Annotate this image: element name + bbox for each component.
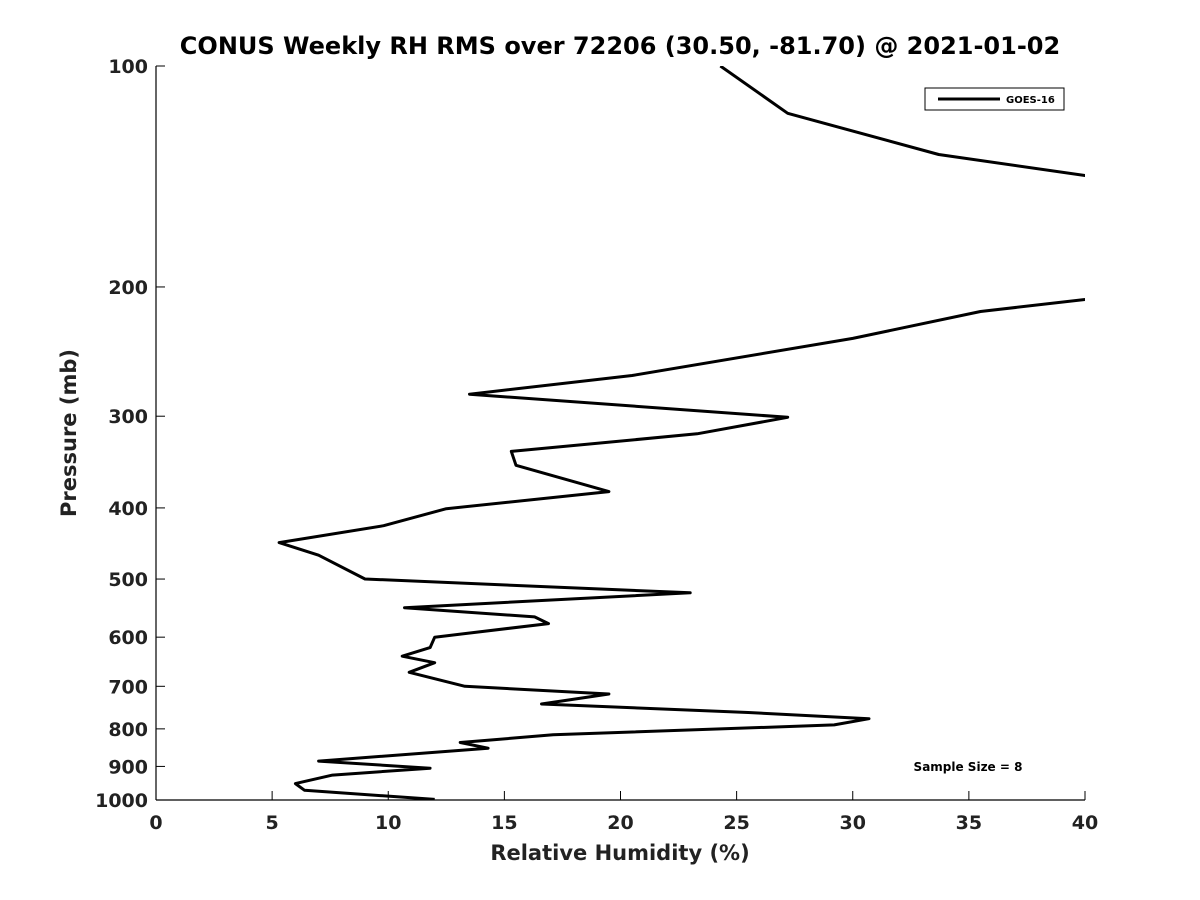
x-tick-label: 40 xyxy=(1072,812,1098,834)
x-tick-label: 20 xyxy=(607,812,633,834)
y-tick-label: 500 xyxy=(108,569,148,591)
y-tick-label: 300 xyxy=(108,406,148,428)
plot-axes xyxy=(155,66,1085,801)
x-tick-label: 25 xyxy=(723,812,749,834)
x-tick-label: 5 xyxy=(266,812,279,834)
x-axis-label: Relative Humidity (%) xyxy=(490,841,749,865)
y-tick-label: 900 xyxy=(108,756,148,778)
y-tick-label: 1000 xyxy=(95,790,148,812)
x-tick-label: 15 xyxy=(491,812,517,834)
legend: GOES-16 xyxy=(924,87,1065,111)
y-tick-label: 800 xyxy=(108,719,148,741)
y-tick-label: 100 xyxy=(108,56,148,78)
y-axis-ticks: 100 200 300 400 500 600 700 800 900 1000 xyxy=(95,56,165,812)
x-axis-ticks: 0 5 10 15 20 25 30 35 40 xyxy=(149,791,1098,834)
sample-size-annotation: Sample Size = 8 xyxy=(914,760,1023,774)
series-line-goes-16 xyxy=(277,66,1085,800)
x-tick-label: 0 xyxy=(149,812,162,834)
y-tick-label: 200 xyxy=(108,277,148,299)
chart-title: CONUS Weekly RH RMS over 72206 (30.50, -… xyxy=(180,32,1060,60)
x-tick-label: 30 xyxy=(840,812,866,834)
x-tick-label: 10 xyxy=(375,812,401,834)
x-tick-label: 35 xyxy=(956,812,982,834)
y-tick-label: 700 xyxy=(108,676,148,698)
y-axis-label: Pressure (mb) xyxy=(57,349,81,517)
y-tick-label: 400 xyxy=(108,498,148,520)
legend-label-goes-16: GOES-16 xyxy=(1006,95,1055,106)
y-tick-label: 600 xyxy=(108,627,148,649)
